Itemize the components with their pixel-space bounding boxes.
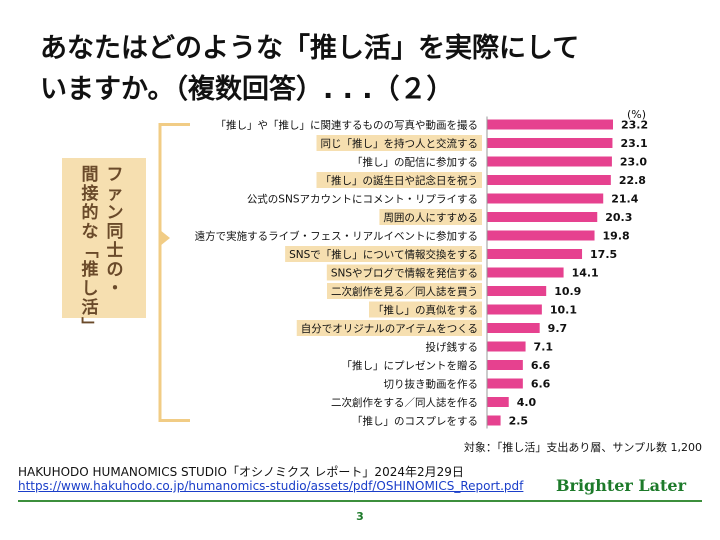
value-label: 23.1 <box>620 137 647 150</box>
group-label-char: 活 <box>82 297 99 318</box>
category-label: 「推し」の配信に参加する <box>352 156 478 169</box>
bar <box>487 175 611 185</box>
group-label-char: フ <box>107 165 124 185</box>
bar <box>487 267 564 278</box>
category-label: SNSで「推し」について情報交換をする <box>289 248 478 261</box>
category-label: 遠方で実施するライブ・フェス・リアルイベントに参加する <box>195 230 478 243</box>
group-bracket <box>158 123 190 422</box>
value-label: 17.5 <box>590 248 617 261</box>
bar <box>487 360 523 370</box>
category-label: 切り抜き動画を作る <box>384 378 479 391</box>
category-label: 「推し」や「推し」に関連するものの写真や動画を撮る <box>216 119 479 132</box>
group-label-char: の <box>107 260 124 280</box>
value-label: 6.6 <box>531 378 551 391</box>
brand-logo: Brighter Later <box>556 476 687 495</box>
group-label-char: 同 <box>107 222 124 242</box>
bar <box>487 212 598 222</box>
bar <box>487 378 523 389</box>
category-label: 「推し」のコスプレをする <box>352 415 478 428</box>
category-label: 二次創作をする／同人誌を作る <box>331 396 478 409</box>
source-link[interactable]: https://www.hakuhodo.co.jp/humanomics-st… <box>18 479 524 493</box>
category-label: SNSやブログで情報を発信する <box>331 267 478 280</box>
category-label: 公式のSNSアカウントにコメント・リプライする <box>247 193 478 206</box>
category-label: 「推し」の真似をする <box>373 304 478 317</box>
group-label-char: 推 <box>82 259 99 280</box>
category-highlight <box>316 172 482 188</box>
group-label-char: ﹂ <box>82 316 99 337</box>
bar <box>487 304 542 315</box>
value-label: 23.2 <box>621 119 648 132</box>
bar <box>487 138 613 148</box>
category-highlight <box>369 301 482 318</box>
group-label-char: ン <box>107 203 124 223</box>
value-label: 2.5 <box>509 415 529 428</box>
value-label: 4.0 <box>517 396 537 409</box>
bar <box>487 193 604 204</box>
bar <box>487 323 540 333</box>
value-label: 19.8 <box>603 230 630 243</box>
category-label: 自分でオリジナルのアイテムをつくる <box>301 322 478 335</box>
category-label: 投げ銭する <box>426 341 479 354</box>
group-label-char: ァ <box>107 184 124 204</box>
page-number: 3 <box>356 510 364 523</box>
value-label: 22.8 <box>619 174 646 187</box>
footer-divider <box>18 500 702 502</box>
category-label: 同じ「推し」を持つ人と交流する <box>321 137 479 150</box>
bar <box>487 249 583 259</box>
category-highlight <box>285 246 482 262</box>
value-label: 20.3 <box>605 211 632 224</box>
bar <box>487 156 612 167</box>
group-label-char: ﹁ <box>82 241 99 261</box>
value-label: 23.0 <box>620 156 647 169</box>
sample-note: 対象：「推し活」支出あり層、サンプル数 1,200 <box>464 440 702 454</box>
group-label-box <box>62 158 146 318</box>
bar <box>487 415 501 426</box>
category-label: 周囲の人にすすめる <box>383 212 478 224</box>
group-label-char: 士 <box>107 240 124 261</box>
bar <box>487 119 613 130</box>
title-line-1: あなたはどのような「推し活」を実際にして <box>40 33 580 64</box>
group-label-char: 接 <box>82 183 99 204</box>
bar <box>487 230 595 241</box>
value-label: 6.6 <box>531 359 551 372</box>
category-highlight <box>326 264 482 281</box>
bar <box>487 286 547 296</box>
bar <box>487 397 509 407</box>
value-label: 14.1 <box>572 267 599 280</box>
group-label-char: 間 <box>82 165 99 185</box>
group-label-char: 的 <box>82 202 99 223</box>
category-highlight <box>327 283 482 299</box>
bar <box>487 341 526 352</box>
category-highlight <box>296 320 482 336</box>
bracket-arrow <box>160 230 170 246</box>
value-label: 10.9 <box>554 285 581 298</box>
unit-label: (%) <box>627 108 646 121</box>
title-line-2: いますか。（複数回答）. . .（２） <box>40 74 454 105</box>
slide-title: あなたはどのような「推し活」を実際にして いますか。（複数回答）. . .（２） <box>40 28 700 110</box>
group-label-char: し <box>82 279 99 299</box>
value-label: 7.1 <box>534 341 554 354</box>
category-label: 二次創作を見る／同人誌を買う <box>331 285 478 298</box>
value-label: 21.4 <box>611 193 638 206</box>
source-text: HAKUHODO HUMANOMICS STUDIO「オシノミクス レポート」2… <box>18 465 464 479</box>
value-label: 10.1 <box>550 304 577 317</box>
category-label: 「推し」の誕生日や記念日を祝う <box>321 174 479 187</box>
category-highlight <box>379 209 482 225</box>
value-label: 9.7 <box>548 322 568 335</box>
category-label: 「推し」にプレゼントを贈る <box>342 359 479 372</box>
group-label-char: ・ <box>107 279 124 299</box>
group-label-char: な <box>82 222 99 242</box>
category-highlight <box>316 135 482 151</box>
